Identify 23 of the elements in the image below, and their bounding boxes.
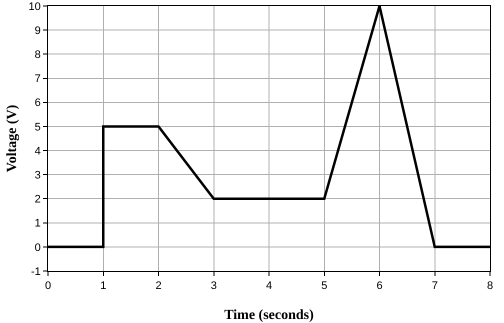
y-tick-label: 1 xyxy=(34,218,41,230)
x-tick-label: 0 xyxy=(44,280,52,292)
x-axis-title: Time (seconds) xyxy=(224,308,314,323)
x-tick-label: 1 xyxy=(100,280,106,292)
y-tick-label: 10 xyxy=(28,0,41,13)
y-tick-label: 6 xyxy=(34,97,41,110)
x-tick-label: 5 xyxy=(321,280,328,292)
x-tick-label: 2 xyxy=(155,280,162,292)
x-tick-label: 3 xyxy=(210,280,217,292)
y-tick-label: -1 xyxy=(31,266,41,278)
y-tick-label: 4 xyxy=(34,145,41,158)
y-tick-label: 0 xyxy=(34,242,41,254)
x-tick-label: 8 xyxy=(486,280,494,292)
y-tick-label: 2 xyxy=(34,194,41,206)
y-axis-title: Voltage (V) xyxy=(5,104,20,172)
y-tick-label: 7 xyxy=(34,73,41,86)
x-tick-label: 4 xyxy=(266,280,272,292)
y-tick-label: 3 xyxy=(34,169,41,182)
x-tick-label: 6 xyxy=(376,280,383,292)
x-tick-label: 7 xyxy=(432,280,438,292)
y-tick-label: 5 xyxy=(34,121,41,134)
y-tick-label: 8 xyxy=(34,49,41,62)
y-tick-label: 9 xyxy=(34,24,41,37)
